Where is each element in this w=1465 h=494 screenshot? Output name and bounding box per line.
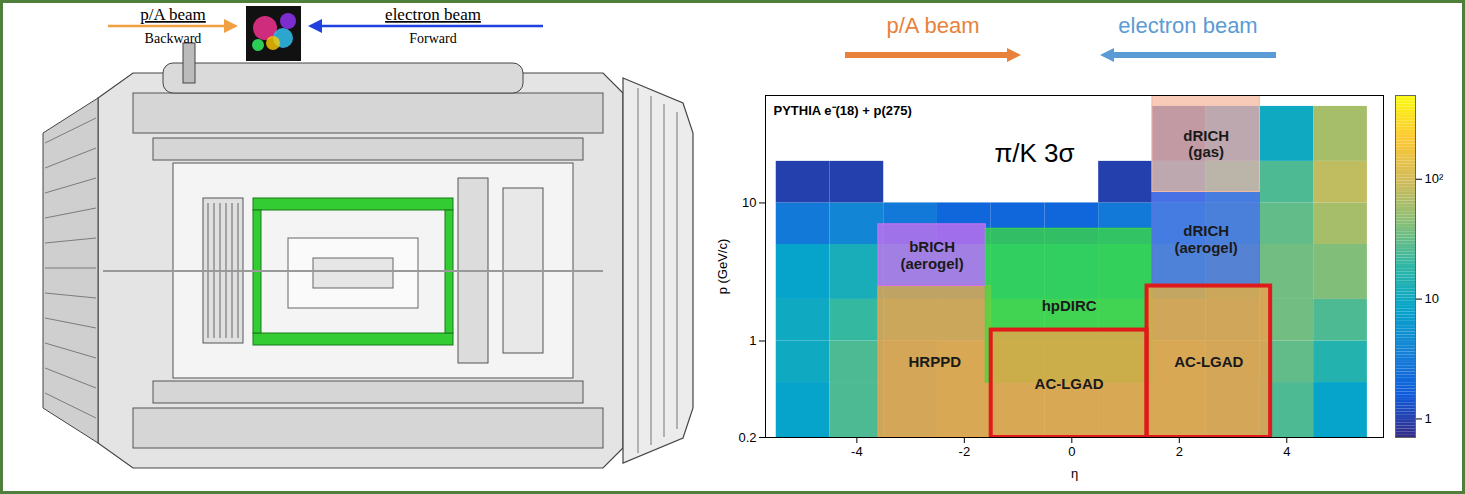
svg-text:AC-LGAD: AC-LGAD [1035, 375, 1104, 392]
svg-text:-4: -4 [851, 444, 863, 459]
svg-text:dRICH(aerogel): dRICH(aerogel) [1174, 222, 1237, 256]
svg-text:electron beam: electron beam [385, 5, 481, 24]
svg-text:0.2: 0.2 [738, 430, 756, 445]
svg-text:bRICH(aerogel): bRICH(aerogel) [900, 238, 963, 272]
svg-text:10: 10 [1425, 291, 1439, 306]
svg-text:-2: -2 [959, 444, 971, 459]
svg-text:0: 0 [1068, 444, 1075, 459]
svg-text:p/A beam: p/A beam [140, 5, 206, 24]
svg-text:HRPPD: HRPPD [909, 353, 962, 370]
svg-text:1: 1 [749, 333, 756, 348]
svg-text:η: η [1071, 466, 1078, 481]
svg-text:4: 4 [1283, 444, 1290, 459]
svg-text:PYTHIA e⁻(18) + p(275): PYTHIA e⁻(18) + p(275) [774, 103, 912, 118]
svg-text:p (GeV/c): p (GeV/c) [715, 239, 730, 295]
svg-text:AC-LGAD: AC-LGAD [1174, 353, 1243, 370]
svg-text:1: 1 [1425, 411, 1432, 426]
svg-text:Forward: Forward [409, 31, 456, 46]
svg-text:hpDIRC: hpDIRC [1042, 297, 1097, 314]
svg-text:p/A beam: p/A beam [887, 13, 980, 38]
svg-text:electron beam: electron beam [1118, 13, 1257, 38]
svg-text:10: 10 [742, 195, 756, 210]
svg-text:Backward: Backward [145, 31, 202, 46]
svg-text:π/K 3σ: π/K 3σ [994, 138, 1074, 168]
svg-text:10²: 10² [1425, 171, 1444, 186]
svg-text:2: 2 [1176, 444, 1183, 459]
svg-text:dRICH(gas): dRICH(gas) [1183, 127, 1229, 161]
